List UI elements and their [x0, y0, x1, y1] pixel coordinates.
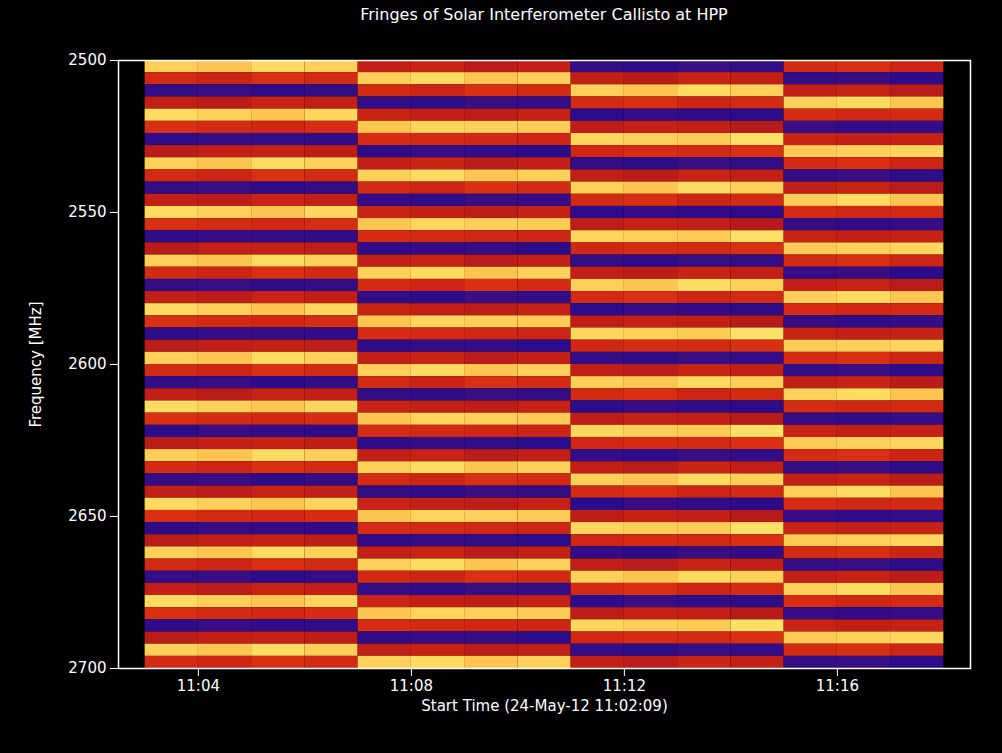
- svg-text:11:04: 11:04: [177, 677, 220, 695]
- svg-text:2700: 2700: [68, 659, 106, 677]
- svg-text:2650: 2650: [68, 507, 106, 525]
- svg-text:Start Time (24-May-12 11:02:09: Start Time (24-May-12 11:02:09): [421, 697, 667, 715]
- html-text:Fringes of Solar Interferomete: Fringes of Solar Interferometer Callisto…: [360, 5, 728, 24]
- svg-text:2600: 2600: [68, 355, 106, 373]
- svg-text:Frequency [MHz]: Frequency [MHz]: [27, 301, 45, 427]
- svg-text:11:16: 11:16: [816, 677, 859, 695]
- svg-text:2500: 2500: [68, 51, 106, 69]
- svg-text:11:12: 11:12: [603, 677, 646, 695]
- svg-text:2550: 2550: [68, 203, 106, 221]
- svg-text:11:08: 11:08: [390, 677, 433, 695]
